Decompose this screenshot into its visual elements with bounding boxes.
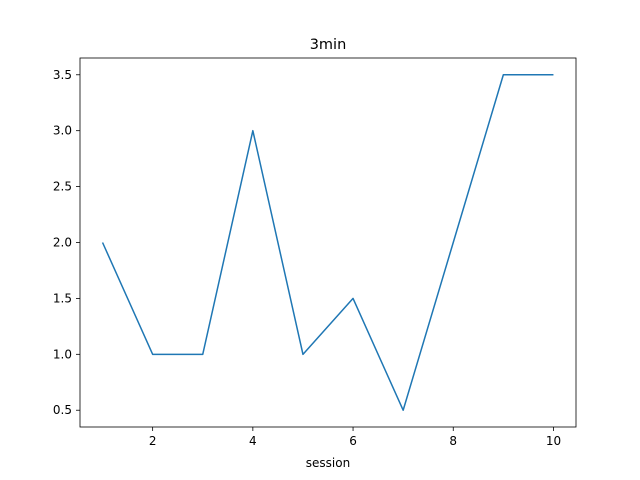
y-tick-label: 2.5 (53, 180, 72, 194)
y-tick-label: 1.0 (53, 347, 72, 361)
plot-area (79, 57, 577, 428)
y-axis-ticks: 0.5 1.0 1.5 2.0 2.5 3.0 3.5 (53, 68, 80, 417)
x-tick-label: 8 (449, 434, 457, 448)
x-tick-label: 6 (349, 434, 357, 448)
y-tick-label: 3.0 (53, 124, 72, 138)
x-tick-label: 4 (249, 434, 257, 448)
x-tick-label: 2 (149, 434, 157, 448)
chart-title: 3min (310, 37, 347, 53)
y-tick-label: 3.5 (53, 68, 72, 82)
series-line-0 (101, 74, 554, 411)
axes-frame (79, 57, 577, 428)
y-tick-label: 1.5 (53, 291, 72, 305)
y-tick-label: 0.5 (53, 403, 72, 417)
y-tick-label: 2.0 (53, 236, 72, 250)
x-axis-label: session (306, 456, 350, 470)
x-tick-label: 10 (546, 434, 561, 448)
x-axis-ticks: 2 4 6 8 10 (149, 427, 561, 448)
